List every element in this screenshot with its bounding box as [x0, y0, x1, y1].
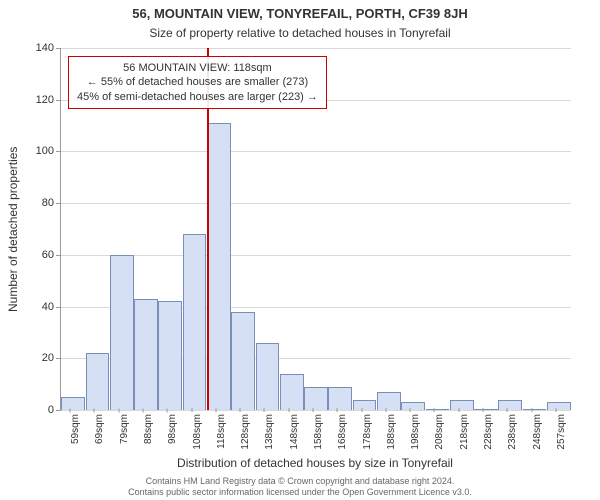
x-tick: 168sqm	[337, 414, 348, 450]
annotation-line-3: 45% of semi-detached houses are larger (…	[77, 90, 318, 104]
x-axis-label: Distribution of detached houses by size …	[60, 456, 570, 470]
annotation-line-2: ← 55% of detached houses are smaller (27…	[77, 75, 318, 89]
annotation-line-1: 56 MOUNTAIN VIEW: 118sqm	[77, 61, 318, 75]
x-tick: 79sqm	[119, 414, 130, 444]
chart-subtitle: Size of property relative to detached ho…	[0, 26, 600, 40]
y-tick: 40	[42, 301, 54, 313]
y-tick: 60	[42, 249, 54, 261]
x-tick: 188sqm	[386, 414, 397, 450]
y-tick: 100	[36, 145, 54, 157]
x-tick: 248sqm	[532, 414, 543, 450]
x-tick: 158sqm	[313, 414, 324, 450]
x-tick: 69sqm	[94, 414, 105, 444]
x-tick: 208sqm	[434, 414, 445, 450]
x-tick: 88sqm	[143, 414, 154, 444]
x-tick: 108sqm	[192, 414, 203, 450]
x-tick: 118sqm	[216, 414, 227, 449]
footer: Contains HM Land Registry data © Crown c…	[0, 476, 600, 498]
y-tick: 20	[42, 352, 54, 364]
y-axis-ticks: 020406080100120140	[0, 48, 60, 410]
y-tick: 140	[36, 42, 54, 54]
footer-line-1: Contains HM Land Registry data © Crown c…	[0, 476, 600, 487]
y-tick: 80	[42, 197, 54, 209]
x-tick: 178sqm	[362, 414, 373, 450]
x-tick: 98sqm	[167, 414, 178, 444]
x-tick: 228sqm	[483, 414, 494, 450]
x-tick: 198sqm	[410, 414, 421, 450]
chart-title: 56, MOUNTAIN VIEW, TONYREFAIL, PORTH, CF…	[0, 6, 600, 21]
x-axis-ticks: 59sqm 69sqm 79sqm 88sqm 98sqm 108sqm 118sqm 128…	[60, 410, 570, 460]
x-tick: 238sqm	[507, 414, 518, 450]
x-tick: 218sqm	[459, 414, 470, 450]
y-tick: 0	[48, 404, 54, 416]
x-tick: 257sqm	[556, 414, 567, 450]
chart-container: 56, MOUNTAIN VIEW, TONYREFAIL, PORTH, CF…	[0, 0, 600, 500]
y-tick: 120	[36, 94, 54, 106]
x-tick: 148sqm	[289, 414, 300, 450]
x-tick: 128sqm	[240, 414, 251, 450]
x-tick: 138sqm	[264, 414, 275, 450]
footer-line-2: Contains public sector information licen…	[0, 487, 600, 498]
annotation-box: 56 MOUNTAIN VIEW: 118sqm ← 55% of detach…	[68, 56, 327, 109]
x-tick: 59sqm	[70, 414, 81, 444]
